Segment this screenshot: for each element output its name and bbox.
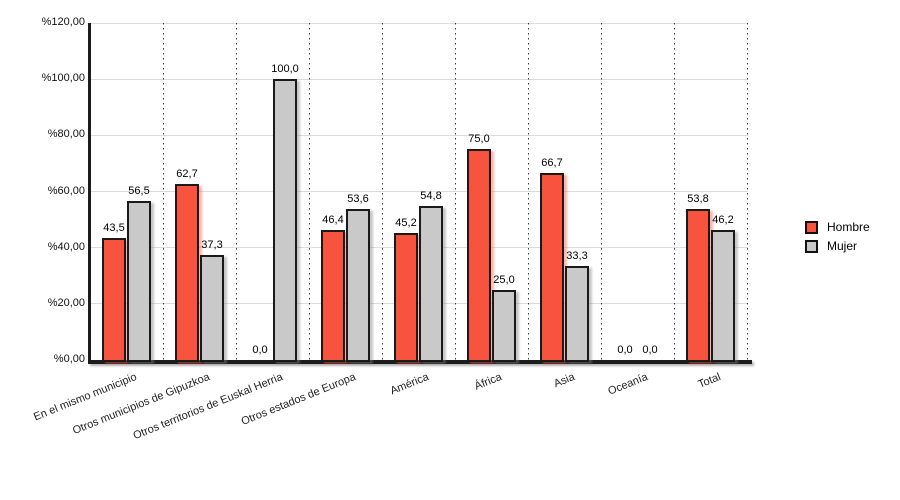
bar-mujer-6	[565, 266, 589, 362]
value-label-mujer-0: 56,5	[128, 185, 150, 198]
legend-label-hombre: Hombre	[827, 220, 870, 234]
category-separator	[747, 23, 748, 360]
bar-hombre-6	[540, 172, 564, 362]
gridline-80	[91, 134, 748, 136]
value-label-hombre-0: 43,5	[103, 221, 125, 234]
y-tick-label: %40,00	[47, 240, 85, 253]
y-tick-label: %20,00	[47, 296, 85, 309]
y-tick-label: %60,00	[47, 184, 85, 197]
bar-mujer-2	[273, 79, 297, 362]
bar-hombre-8	[686, 208, 710, 362]
y-tick-label: %0,00	[53, 353, 85, 365]
value-label-hombre-4: 45,2	[395, 217, 417, 230]
bar-hombre-4	[394, 233, 418, 362]
category-separator	[528, 23, 529, 360]
value-label-hombre-8: 53,8	[687, 192, 709, 205]
gridline-60	[91, 191, 748, 192]
category-separator	[674, 23, 675, 360]
value-label-mujer-1: 37,3	[201, 239, 223, 252]
y-tick-label: %100,00	[41, 72, 85, 85]
bar-mujer-3	[346, 209, 370, 362]
y-tick-label: %80,00	[47, 128, 85, 141]
x-axis-line	[88, 360, 752, 364]
bar-mujer-5	[492, 289, 516, 362]
value-label-mujer-3: 53,6	[347, 193, 369, 206]
value-label-mujer-4: 54,8	[420, 190, 442, 203]
legend-item-hombre: Hombre	[805, 220, 870, 234]
legend-swatch-mujer	[805, 239, 818, 253]
gridline-120	[91, 22, 748, 24]
category-separator	[455, 23, 456, 360]
value-label-mujer-7: 0,0	[642, 344, 658, 356]
value-label-mujer-2: 100,0	[271, 63, 299, 76]
bar-mujer-0	[127, 201, 151, 362]
value-label-hombre-1: 62,7	[176, 167, 198, 180]
value-label-mujer-5: 25,0	[493, 273, 515, 286]
bar-hombre-5	[467, 149, 491, 362]
y-axis-line	[88, 23, 91, 364]
legend-swatch-hombre	[805, 220, 818, 234]
value-label-mujer-8: 46,2	[712, 214, 734, 227]
legend-item-mujer: Mujer	[805, 239, 870, 253]
bar-hombre-1	[175, 183, 199, 362]
legend-label-mujer: Mujer	[827, 239, 858, 253]
category-separator	[309, 23, 310, 360]
bar-mujer-8	[711, 230, 735, 362]
bar-hombre-0	[102, 237, 126, 362]
value-label-mujer-6: 33,3	[566, 250, 588, 263]
bar-mujer-4	[419, 206, 443, 362]
category-separator	[236, 23, 237, 360]
value-label-hombre-5: 75,0	[468, 133, 490, 146]
value-label-hombre-2: 0,0	[252, 344, 268, 356]
y-tick-label: %120,00	[41, 16, 85, 28]
category-separator	[601, 23, 602, 360]
bar-hombre-3	[321, 229, 345, 362]
value-label-hombre-6: 66,7	[541, 156, 563, 169]
category-separator	[163, 23, 164, 360]
value-label-hombre-7: 0,0	[617, 344, 633, 356]
gridline-100	[91, 78, 748, 80]
category-separator	[382, 23, 383, 360]
legend: Hombre Mujer	[805, 220, 870, 253]
value-label-hombre-3: 46,4	[322, 213, 344, 226]
bar-mujer-1	[200, 255, 224, 362]
